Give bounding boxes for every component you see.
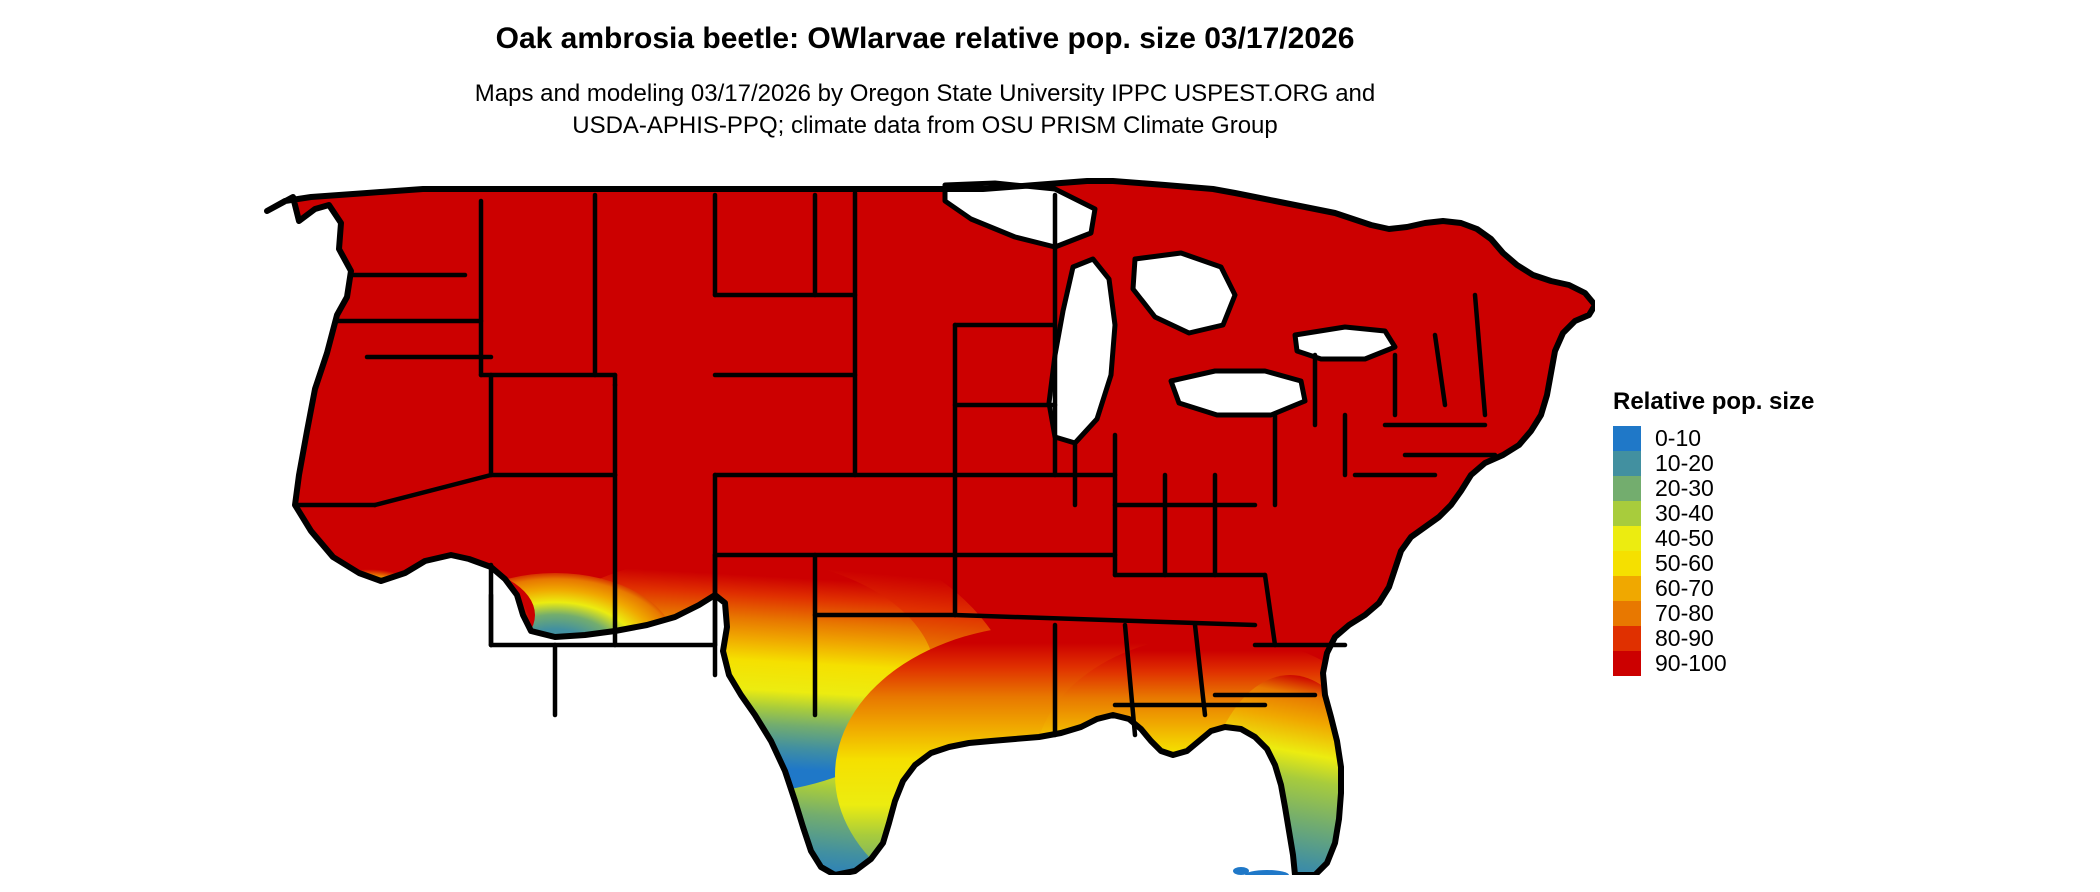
legend-label: 20-30 (1655, 475, 1714, 501)
legend-row: 10-20 (1613, 451, 1913, 476)
legend-row: 30-40 (1613, 501, 1913, 526)
map-legend: Relative pop. size 0-10 10-20 20-30 30-40 40… (1613, 388, 1913, 676)
legend-row: 0-10 (1613, 426, 1913, 451)
national-outline (264, 178, 1595, 875)
legend-label: 60-70 (1655, 575, 1714, 601)
lake-erie (1168, 368, 1308, 418)
legend-items: 0-10 10-20 20-30 30-40 40-50 50-60 60-70 70-80 8… (1613, 426, 1913, 676)
legend-label: 90-100 (1655, 650, 1727, 676)
state-boundaries (292, 190, 1498, 738)
legend-row: 50-60 (1613, 551, 1913, 576)
legend-color-swatch (1613, 451, 1641, 476)
legend-row: 90-100 (1613, 651, 1913, 676)
florida-keys (1233, 867, 1289, 875)
united-states-map (264, 178, 1595, 875)
legend-row: 20-30 (1613, 476, 1913, 501)
legend-color-swatch (1613, 526, 1641, 551)
subtitle-line-1: Maps and modeling 03/17/2026 by Oregon S… (474, 80, 1376, 107)
subtitle-line-2: USDA-APHIS-PPQ; climate data from OSU PR… (572, 112, 1278, 139)
legend-label: 0-10 (1655, 425, 1702, 451)
legend-color-swatch (1613, 426, 1641, 451)
map-choropleth-fill (267, 181, 1595, 875)
region-california-coast (320, 565, 430, 625)
legend-color-swatch (1613, 601, 1641, 626)
legend-row: 40-50 (1613, 526, 1913, 551)
page-subtitle: Maps and modeling 03/17/2026 by Oregon S… (0, 78, 1850, 142)
legend-color-swatch (1613, 576, 1641, 601)
legend-row: 60-70 (1613, 576, 1913, 601)
region-northern-and-central-us (267, 181, 1595, 875)
legend-color-swatch (1613, 551, 1641, 576)
legend-label: 70-80 (1655, 600, 1714, 626)
legend-label: 10-20 (1655, 450, 1714, 476)
legend-row: 70-80 (1613, 601, 1913, 626)
legend-label: 50-60 (1655, 550, 1714, 576)
legend-label: 80-90 (1655, 625, 1714, 651)
lake-huron (1130, 250, 1238, 336)
legend-color-swatch (1613, 651, 1641, 676)
legend-color-swatch (1613, 501, 1641, 526)
legend-label: 30-40 (1655, 500, 1714, 526)
lake-ontario (1292, 324, 1398, 362)
legend-row: 80-90 (1613, 626, 1913, 651)
legend-color-swatch (1613, 476, 1641, 501)
legend-title: Relative pop. size (1613, 388, 1815, 415)
legend-label: 40-50 (1655, 525, 1714, 551)
map-container (255, 175, 1595, 875)
legend-color-swatch (1613, 626, 1641, 651)
page-title: Oak ambrosia beetle: OWlarvae relative p… (495, 22, 1355, 55)
